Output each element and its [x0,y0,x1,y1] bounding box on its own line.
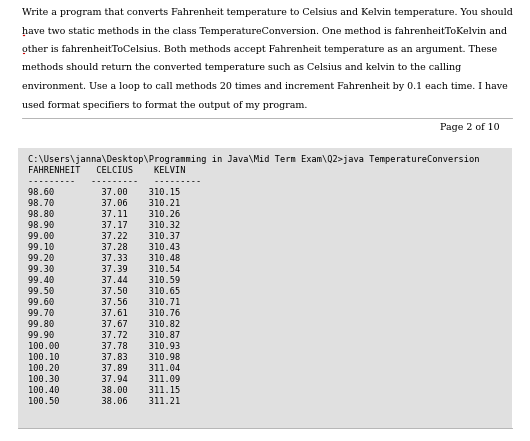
Text: 100.00        37.78    310.93: 100.00 37.78 310.93 [28,342,180,351]
Text: have two static methods in the class TemperatureConversion. One method is fahren: have two static methods in the class Tem… [22,26,507,35]
Text: 99.20         37.33    310.48: 99.20 37.33 310.48 [28,254,180,263]
Text: 100.30        37.94    311.09: 100.30 37.94 311.09 [28,375,180,384]
Text: 100.10        37.83    310.98: 100.10 37.83 310.98 [28,353,180,362]
Text: 98.60         37.00    310.15: 98.60 37.00 310.15 [28,188,180,197]
Text: 99.50         37.50    310.65: 99.50 37.50 310.65 [28,287,180,296]
Text: C:\Users\janna\Desktop\Programming in Java\Mid Term Exam\Q2>java TemperatureConv: C:\Users\janna\Desktop\Programming in Ja… [28,155,480,164]
Text: 99.30         37.39    310.54: 99.30 37.39 310.54 [28,265,180,274]
Text: 99.10         37.28    310.43: 99.10 37.28 310.43 [28,243,180,252]
Text: 100.50        38.06    311.21: 100.50 38.06 311.21 [28,397,180,406]
Text: other is fahrenheitToCelsius. Both methods accept Fahrenheit temperature as an a: other is fahrenheitToCelsius. Both metho… [22,45,497,54]
Text: 99.80         37.67    310.82: 99.80 37.67 310.82 [28,320,180,329]
Text: 99.70         37.61    310.76: 99.70 37.61 310.76 [28,309,180,318]
Text: 100.20        37.89    311.04: 100.20 37.89 311.04 [28,364,180,373]
Text: 99.00         37.22    310.37: 99.00 37.22 310.37 [28,232,180,241]
Text: 99.40         37.44    310.59: 99.40 37.44 310.59 [28,276,180,285]
Text: 98.80         37.11    310.26: 98.80 37.11 310.26 [28,210,180,219]
Text: FAHRENHEIT   CELCIUS    KELVIN: FAHRENHEIT CELCIUS KELVIN [28,166,186,175]
Text: 98.90         37.17    310.32: 98.90 37.17 310.32 [28,221,180,230]
Text: methods should return the converted temperature such as Celsius and kelvin to th: methods should return the converted temp… [22,64,461,72]
Text: 100.40        38.00    311.15: 100.40 38.00 311.15 [28,386,180,395]
Text: environment. Use a loop to call methods 20 times and increment Fahrenheit by 0.1: environment. Use a loop to call methods … [22,82,508,91]
Text: used format specifiers to format the output of my program.: used format specifiers to format the out… [22,101,307,109]
Text: 98.70         37.06    310.21: 98.70 37.06 310.21 [28,199,180,208]
Text: Write a program that converts Fahrenheit temperature to Celsius and Kelvin tempe: Write a program that converts Fahrenheit… [22,8,513,17]
Text: 99.90         37.72    310.87: 99.90 37.72 310.87 [28,331,180,340]
Bar [18,148,512,428]
Text: 99.60         37.56    310.71: 99.60 37.56 310.71 [28,298,180,307]
Text: Page 2 of 10: Page 2 of 10 [440,123,500,132]
Text: ---------   ---------   ---------: --------- --------- --------- [28,177,201,186]
